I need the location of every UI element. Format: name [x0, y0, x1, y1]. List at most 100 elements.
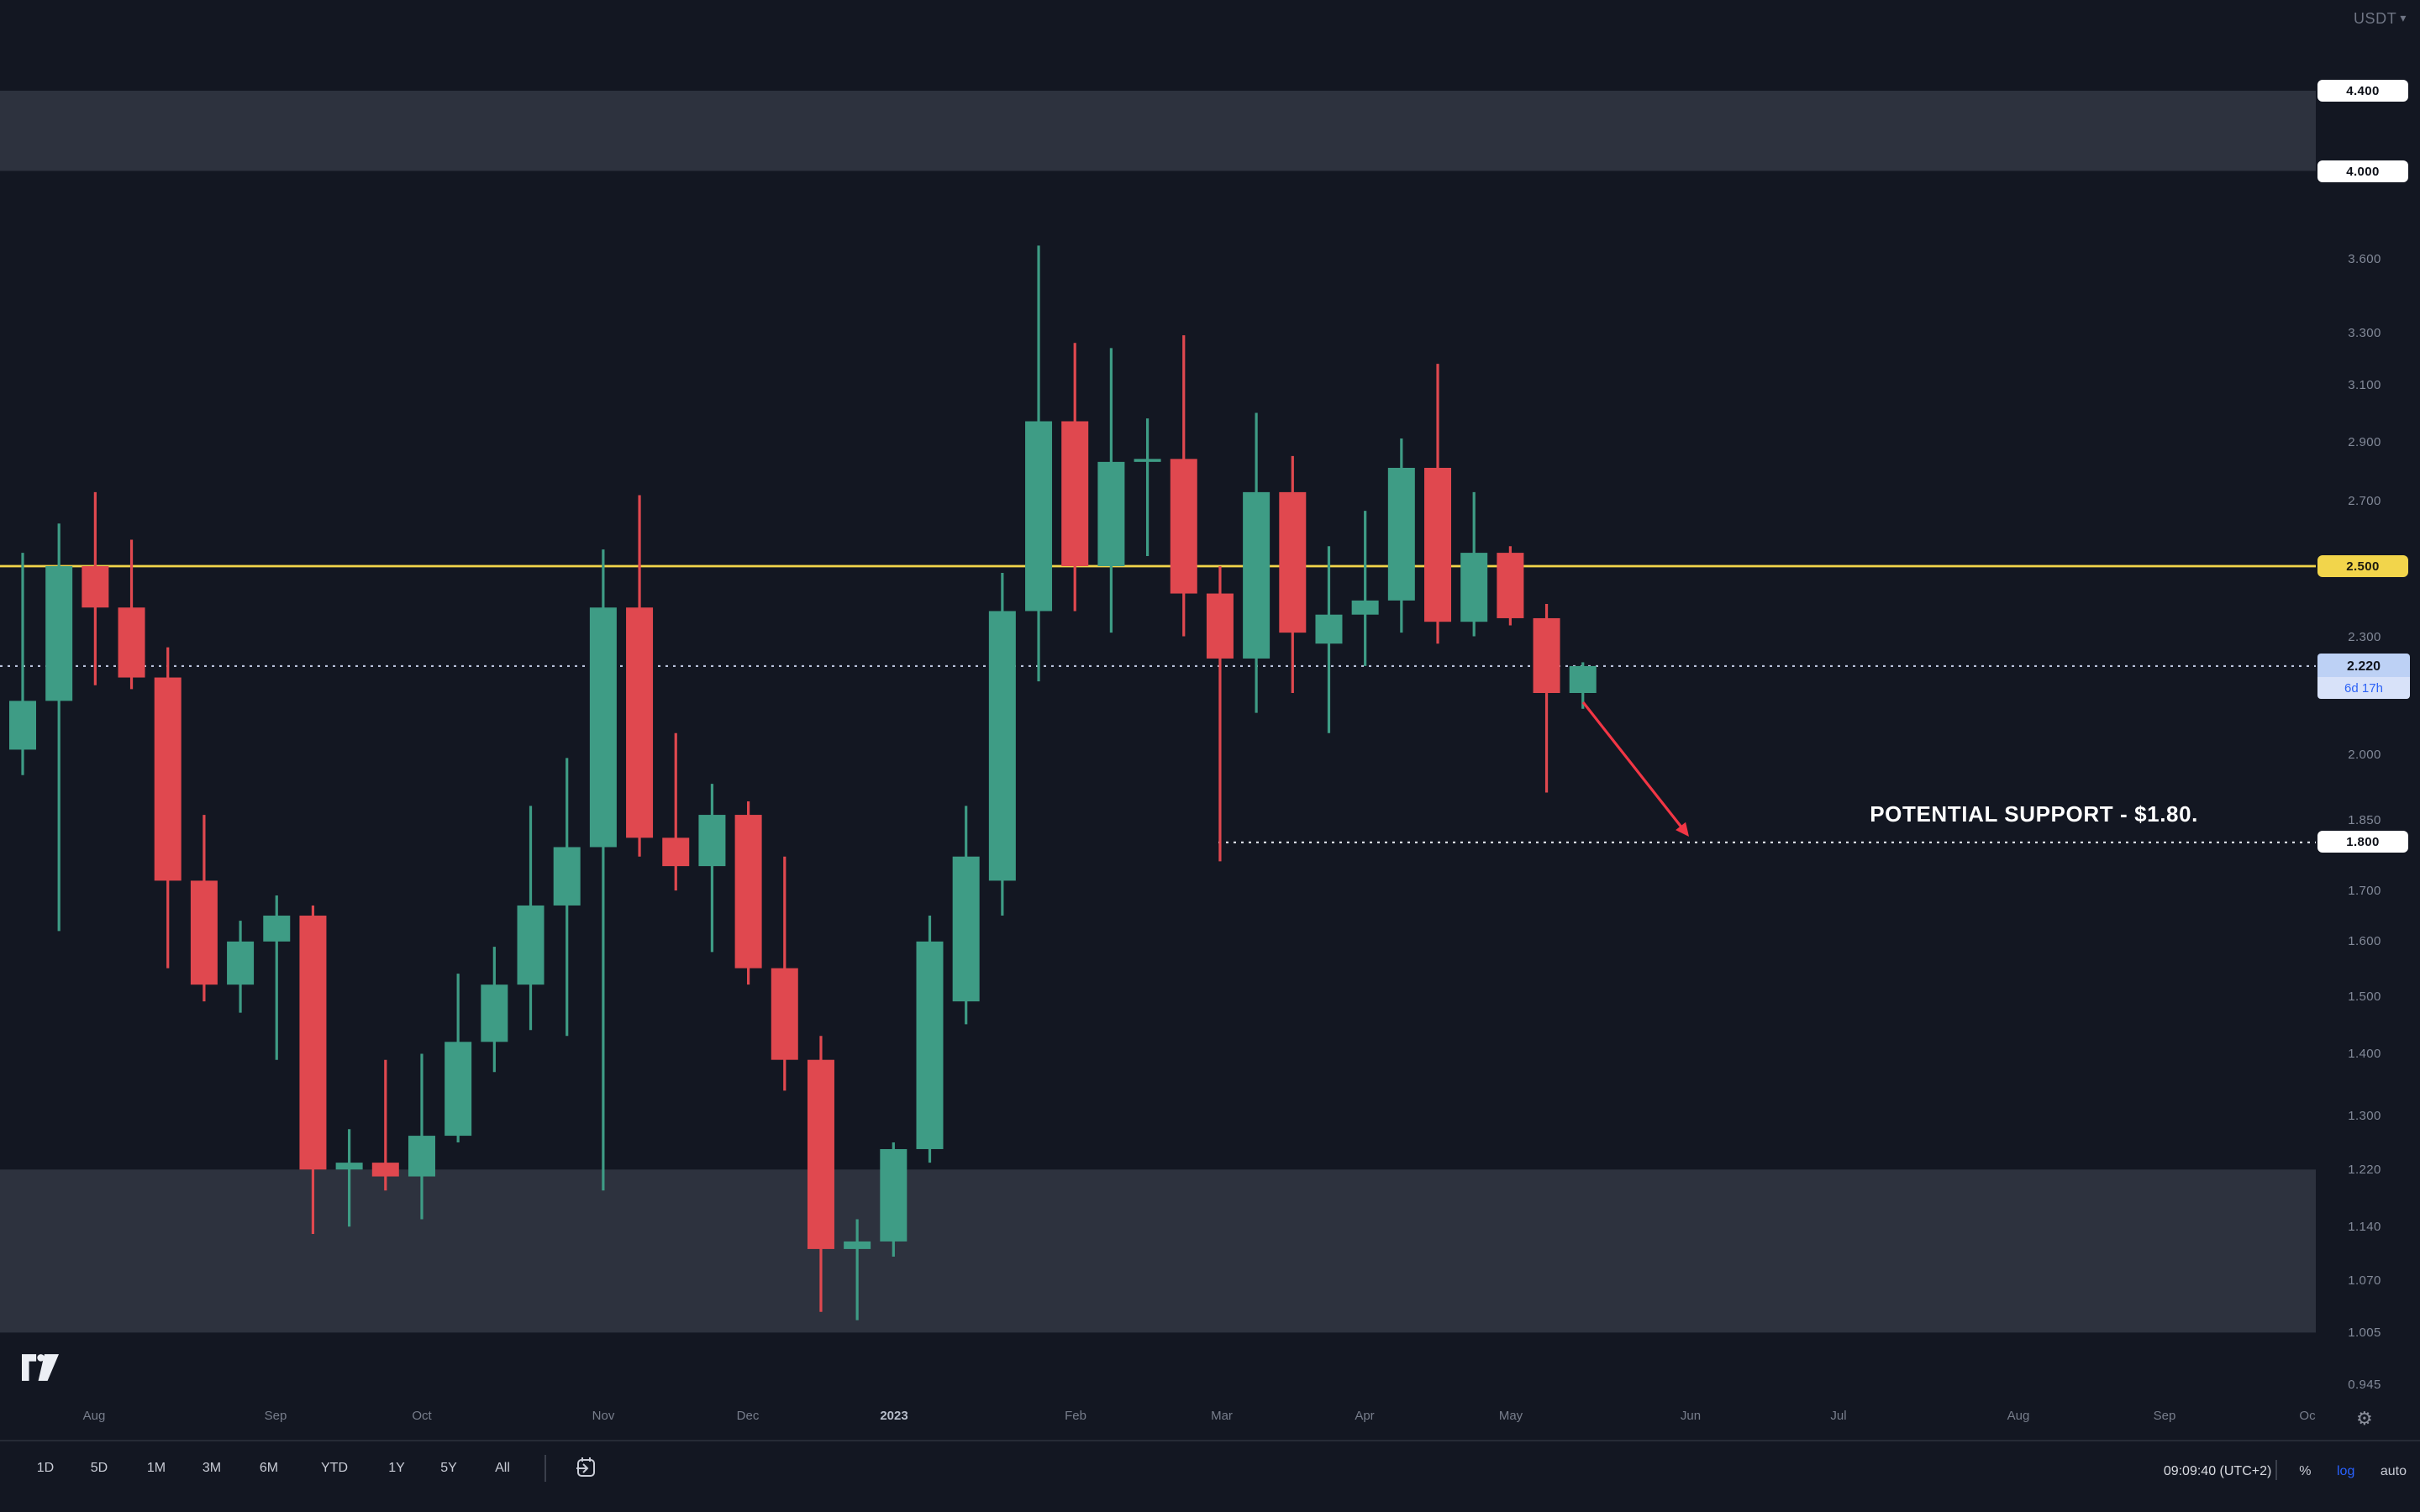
time-tick-Nov: Nov	[592, 1408, 615, 1423]
candle-body	[154, 677, 182, 881]
candle-body	[988, 611, 1016, 881]
time-tick-Oc: Oc	[2299, 1408, 2316, 1423]
bottom-toolbar: 1D 5D 1M 3M 6M YTD 1Y 5Y All 09:09:40 (UTC+2) % …	[0, 1440, 2420, 1512]
chevron-down-icon: ▾	[2400, 13, 2407, 25]
chart-plot-area[interactable]: POTENTIAL SUPPORT - $1.80.	[0, 0, 2316, 1391]
range-button-3M[interactable]: 3M	[202, 1460, 222, 1475]
time-tick-2023: 2023	[880, 1408, 908, 1423]
candle-body	[1025, 421, 1053, 612]
candle-body	[734, 815, 762, 969]
time-tick-Aug: Aug	[82, 1408, 106, 1423]
price-zone	[0, 1169, 2316, 1333]
candle-body	[662, 837, 690, 867]
quote-currency-dropdown[interactable]: USDT ▾	[2354, 10, 2407, 27]
price-tick-2.000: 2.000	[2348, 746, 2381, 762]
price-tick-1.500: 1.500	[2348, 988, 2381, 1004]
range-button-All[interactable]: All	[495, 1460, 510, 1475]
candle-body	[1170, 459, 1197, 594]
arrow-head-icon	[1676, 822, 1689, 837]
price-tick-2.500: 2.500	[2317, 555, 2408, 577]
candle-body	[1424, 467, 1452, 622]
range-button-6M[interactable]: 6M	[259, 1460, 279, 1475]
candle-body	[335, 1163, 363, 1170]
candle-body	[1061, 421, 1089, 566]
range-button-1D[interactable]: 1D	[36, 1460, 55, 1475]
candle-body	[1497, 553, 1524, 618]
price-tick-1.070: 1.070	[2348, 1272, 2381, 1288]
candle-body	[190, 880, 218, 985]
candle-body	[626, 607, 654, 838]
price-tick-2.300: 2.300	[2348, 628, 2381, 644]
time-axis[interactable]: Aug Sep Oct Nov Dec 2023 Feb Mar Apr May Jun Jul Aug…	[0, 1404, 2316, 1430]
range-button-1M[interactable]: 1M	[146, 1460, 166, 1475]
candle-body	[227, 941, 255, 985]
candle-body	[1243, 491, 1270, 659]
go-to-date-icon[interactable]	[575, 1457, 597, 1487]
candle-body	[1206, 593, 1234, 659]
time-tick-Oct: Oct	[412, 1408, 432, 1423]
time-tick-Sep: Sep	[2153, 1408, 2176, 1423]
range-button-1Y[interactable]: 1Y	[388, 1460, 405, 1475]
tradingview-logo[interactable]	[22, 1354, 59, 1389]
candle-body	[1351, 600, 1379, 615]
price-tick-4.400: 4.400	[2317, 80, 2408, 102]
candle-body	[82, 566, 109, 608]
time-tick-Sep: Sep	[264, 1408, 287, 1423]
bar-countdown-label: 6d 17h	[2317, 677, 2410, 699]
candle-body	[371, 1163, 399, 1177]
price-tick-3.600: 3.600	[2348, 251, 2381, 267]
candle-body	[1279, 491, 1307, 633]
candle-body	[408, 1136, 435, 1177]
time-tick-Feb: Feb	[1065, 1408, 1086, 1423]
toolbar-divider	[544, 1455, 546, 1482]
log-scale-button[interactable]: log	[2337, 1463, 2355, 1478]
candle-body	[1387, 467, 1415, 601]
auto-scale-button[interactable]: auto	[2380, 1463, 2407, 1478]
candle-body	[118, 607, 145, 678]
price-tick-1.700: 1.700	[2348, 883, 2381, 899]
candle-body	[880, 1148, 908, 1242]
candle-body	[517, 905, 544, 985]
candle-body	[1460, 553, 1488, 622]
candle-body	[1533, 617, 1560, 694]
toolbar-divider	[2275, 1460, 2277, 1480]
candle-body	[589, 607, 617, 848]
price-tick-3.100: 3.100	[2348, 377, 2381, 393]
time-tick-Apr: Apr	[1355, 1408, 1375, 1423]
candle-body	[1097, 461, 1125, 566]
percent-scale-button[interactable]: %	[2299, 1463, 2312, 1478]
range-button-5Y[interactable]: 5Y	[440, 1460, 457, 1475]
price-tick-1.005: 1.005	[2348, 1325, 2381, 1341]
candle-body	[553, 847, 581, 906]
gear-icon[interactable]: ⚙	[2356, 1410, 2373, 1430]
price-tick-2.900: 2.900	[2348, 433, 2381, 449]
price-tick-1.400: 1.400	[2348, 1046, 2381, 1062]
price-tick-1.220: 1.220	[2348, 1162, 2381, 1178]
range-button-YTD[interactable]: YTD	[321, 1460, 348, 1475]
candlestick-chart	[0, 91, 2316, 1333]
toolbar-right-group: 09:09:40 (UTC+2) % log auto	[2164, 1460, 2407, 1480]
time-tick-Mar: Mar	[1211, 1408, 1233, 1423]
price-tick-2.700: 2.700	[2348, 493, 2381, 509]
session-clock[interactable]: 09:09:40 (UTC+2)	[2163, 1463, 2272, 1478]
candle-body	[916, 941, 944, 1149]
candle-body	[9, 701, 36, 750]
candle-body	[299, 916, 327, 1170]
candle-body	[45, 566, 73, 701]
price-tick-4.000: 4.000	[2317, 160, 2408, 182]
time-tick-Jun: Jun	[1680, 1408, 1702, 1423]
price-axis[interactable]: 4.400 4.000 3.600 3.300 3.100 2.900 2.700 2.500…	[2316, 0, 2420, 1392]
candle-body	[1569, 665, 1597, 694]
quote-currency-label: USDT	[2353, 10, 2397, 27]
candle-body	[481, 984, 508, 1042]
price-zone	[0, 91, 2316, 171]
price-tick-1.850: 1.850	[2348, 811, 2381, 827]
current-price-label: 2.220	[2317, 654, 2410, 677]
range-button-5D[interactable]: 5D	[90, 1460, 108, 1475]
candle-body	[807, 1059, 834, 1249]
time-tick-May: May	[1498, 1408, 1523, 1423]
candle-body	[1315, 614, 1343, 644]
candle-body	[445, 1042, 472, 1137]
price-tick-1.800: 1.800	[2317, 831, 2408, 853]
